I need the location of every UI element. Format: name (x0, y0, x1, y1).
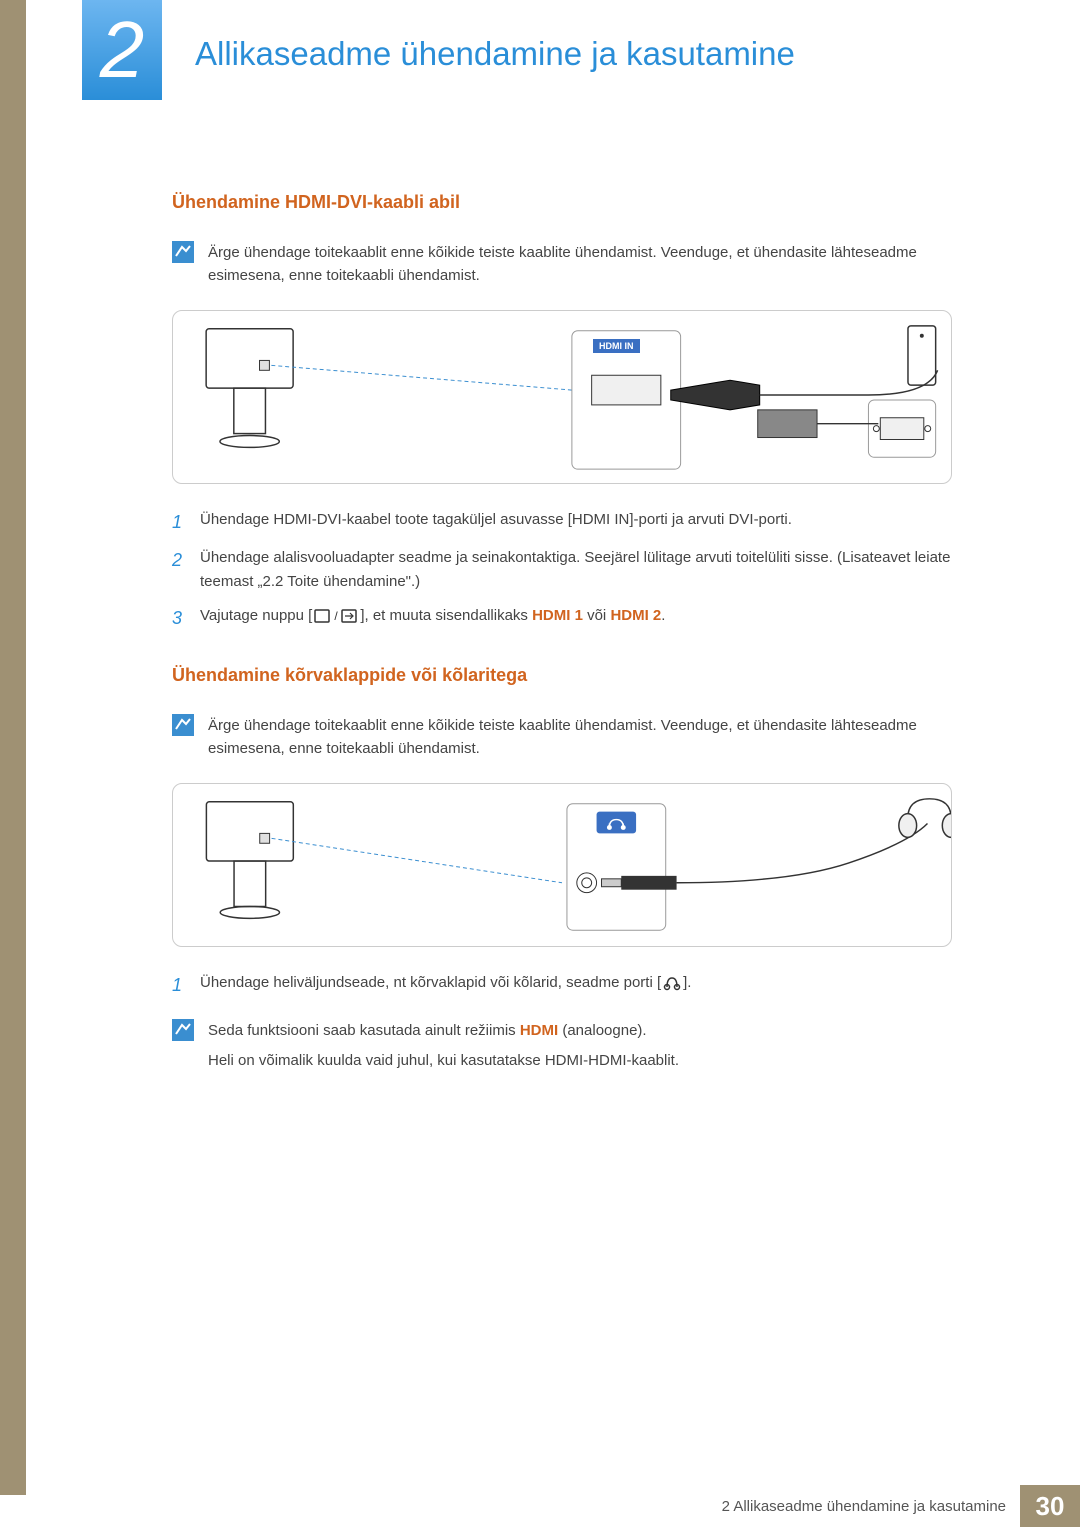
diagram-audio (172, 783, 952, 947)
chapter-number: 2 (82, 0, 162, 100)
list-item: 1 Ühendage HDMI-DVI-kaabel toote tagakül… (172, 508, 952, 537)
source-button-icon: / (314, 608, 358, 624)
step-number: 1 (172, 971, 186, 1000)
step-number: 2 (172, 546, 186, 594)
note2-text: Ärge ühendage toitekaablit enne kõikide … (208, 714, 952, 761)
chapter-title: Allikaseadme ühendamine ja kasutamine (195, 35, 795, 73)
note1-text: Ärge ühendage toitekaablit enne kõikide … (208, 241, 952, 288)
footer-text: 2 Allikaseadme ühendamine ja kasutamine (722, 1498, 1006, 1515)
note-icon (172, 714, 194, 736)
chapter-badge: 2 (82, 0, 162, 100)
step-number: 3 (172, 604, 186, 633)
list-item: 2 Ühendage alalisvooluadapter seadme ja … (172, 546, 952, 594)
section1-heading: Ühendamine HDMI-DVI-kaabli abil (172, 192, 952, 213)
hdmi-in-label: HDMI IN (593, 339, 640, 353)
text-prefix: Ühendage heliväljundseade, nt kõrvaklapi… (200, 974, 661, 991)
headphone-port-icon (663, 975, 681, 991)
section1-steps: 1 Ühendage HDMI-DVI-kaabel toote tagakül… (172, 508, 952, 634)
step-text: Ühendage alalisvooluadapter seadme ja se… (200, 546, 952, 594)
note-icon (172, 241, 194, 263)
text-suffix: ]. (683, 974, 691, 991)
step-text: Ühendage heliväljundseade, nt kõrvaklapi… (200, 971, 691, 1000)
note3-hdmi-hl: HDMI (520, 1022, 558, 1039)
hl-hdmi1: HDMI 1 (532, 607, 583, 624)
diagram-hdmi-dvi: HDMI IN (172, 310, 952, 484)
list-item: 1 Ühendage heliväljundseade, nt kõrvakla… (172, 971, 952, 1000)
note3-line1-post: (analoogne). (558, 1022, 646, 1039)
content-area: Ühendamine HDMI-DVI-kaabli abil Ärge ühe… (172, 192, 952, 1094)
hl-hdmi2: HDMI 2 (610, 607, 661, 624)
list-item: 3 Vajutage nuppu [ / ], et muuta sisendall… (172, 604, 952, 633)
note-block-2: Ärge ühendage toitekaablit enne kõikide … (172, 714, 952, 761)
text-prefix: Vajutage nuppu [ (200, 607, 312, 624)
side-stripe (0, 0, 26, 1495)
step-text: Ühendage HDMI-DVI-kaabel toote tagakülje… (200, 508, 792, 537)
note3-text: Seda funktsiooni saab kasutada ainult re… (208, 1019, 679, 1072)
step-text: Vajutage nuppu [ / ], et muuta sisendallik… (200, 604, 665, 633)
footer: 2 Allikaseadme ühendamine ja kasutamine … (722, 1485, 1080, 1527)
section2-steps: 1 Ühendage heliväljundseade, nt kõrvakla… (172, 971, 952, 1000)
note-icon (172, 1019, 194, 1041)
note3-line2: Heli on võimalik kuulda vaid juhul, kui … (208, 1052, 679, 1069)
text-mid: ], et muuta sisendallikaks (360, 607, 532, 624)
note-block-1: Ärge ühendage toitekaablit enne kõikide … (172, 241, 952, 288)
note-block-3: Seda funktsiooni saab kasutada ainult re… (172, 1019, 952, 1072)
svg-text:/: / (335, 609, 339, 623)
section2-heading: Ühendamine kõrvaklappide või kõlaritega (172, 665, 952, 686)
page-number: 30 (1020, 1485, 1080, 1527)
step-number: 1 (172, 508, 186, 537)
note3-line1-pre: Seda funktsiooni saab kasutada ainult re… (208, 1022, 520, 1039)
text-mid2: või (583, 607, 611, 624)
text-suffix: . (661, 607, 665, 624)
